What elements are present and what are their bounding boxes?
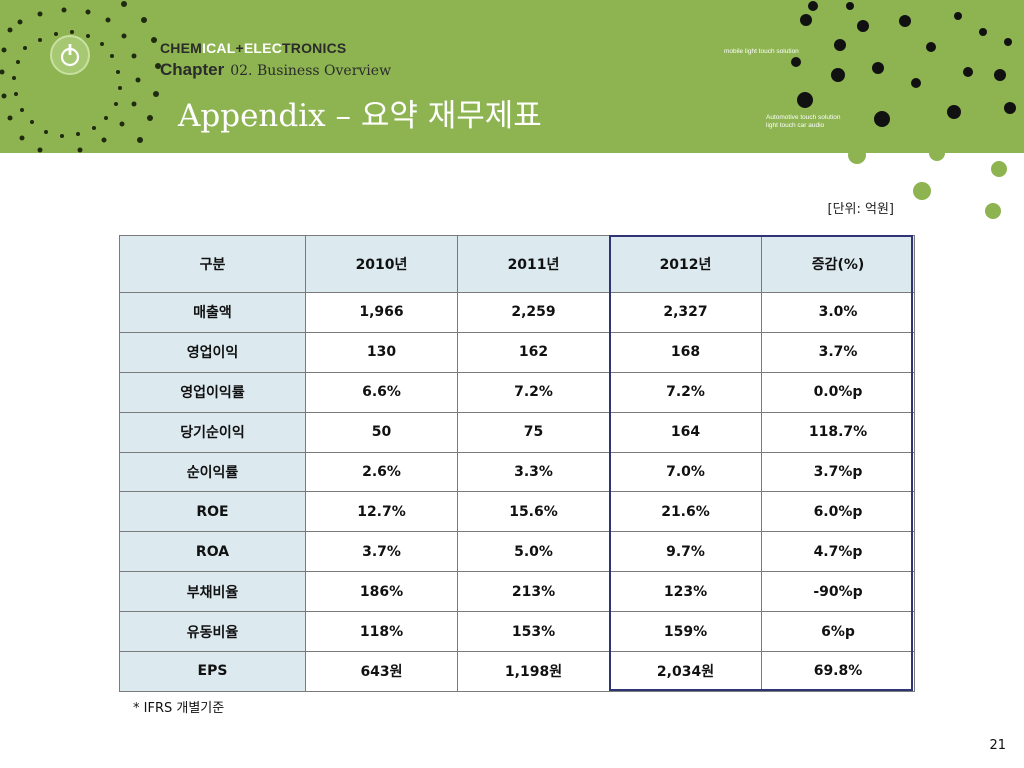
column-header: 2012년 xyxy=(609,235,762,293)
table-row: 당기순이익 50 75 164 118.7% xyxy=(119,411,915,453)
value-cell: 643원 xyxy=(305,651,458,692)
table-row: ROA 3.7% 5.0% 9.7% 4.7%p xyxy=(119,531,915,573)
tagline-automotive: Automotive touch solution light touch ca… xyxy=(766,114,840,130)
chapter-subtitle: 02. Business Overview xyxy=(230,63,392,79)
brand-part: CHEM xyxy=(160,40,203,56)
financial-summary-table: 구분 2010년 2011년 2012년 증감(%) 매출액 1,966 2,259… xyxy=(119,235,915,692)
value-cell: 3.0% xyxy=(761,292,915,333)
row-label-cell: 매출액 xyxy=(119,292,306,333)
row-label-cell: ROA xyxy=(119,531,306,573)
table-row: EPS 643원 1,198원 2,034원 69.8% xyxy=(119,651,915,692)
value-cell: 7.0% xyxy=(609,451,762,493)
value-cell: 7.2% xyxy=(457,371,610,413)
value-cell: 9.7% xyxy=(609,531,762,573)
value-cell: 118.7% xyxy=(761,411,915,453)
column-header: 2011년 xyxy=(457,235,610,293)
row-label-cell: 순이익률 xyxy=(119,451,306,493)
dot-burst-left xyxy=(0,1,161,153)
value-cell: 21.6% xyxy=(609,491,762,533)
header-banner: CHEMICAL+ELECTRONICS Chapter 02. Business… xyxy=(0,0,1024,219)
dot-scatter-right xyxy=(791,1,1016,219)
value-cell: 3.7%p xyxy=(761,451,915,493)
brand-part: TRONICS xyxy=(282,40,347,56)
value-cell: 1,966 xyxy=(305,292,458,333)
value-cell: 4.7%p xyxy=(761,531,915,573)
value-cell: 69.8% xyxy=(761,651,915,692)
value-cell: 15.6% xyxy=(457,491,610,533)
value-cell: 7.2% xyxy=(609,371,762,413)
row-label-cell: EPS xyxy=(119,651,306,692)
column-header: 구분 xyxy=(119,235,306,293)
value-cell: 159% xyxy=(609,611,762,653)
table-row: ROE 12.7% 15.6% 21.6% 6.0%p xyxy=(119,491,915,533)
value-cell: 2,259 xyxy=(457,292,610,333)
value-cell: 1,198원 xyxy=(457,651,610,692)
value-cell: 0.0%p xyxy=(761,371,915,413)
value-cell: 162 xyxy=(457,331,610,373)
row-label-cell: ROE xyxy=(119,491,306,533)
value-cell: 123% xyxy=(609,571,762,613)
row-label-cell: 당기순이익 xyxy=(119,411,306,453)
value-cell: 168 xyxy=(609,331,762,373)
brand-part: ELEC xyxy=(243,40,283,56)
tagline-mobile: mobile light touch solution xyxy=(724,48,799,55)
brand-part: + xyxy=(235,40,244,56)
value-cell: 3.3% xyxy=(457,451,610,493)
chapter-label: Chapter xyxy=(160,60,225,79)
table-row: 부채비율 186% 213% 123% -90%p xyxy=(119,571,915,613)
row-label-cell: 영업이익률 xyxy=(119,371,306,413)
value-cell: 130 xyxy=(305,331,458,373)
table-row: 영업이익률 6.6% 7.2% 7.2% 0.0%p xyxy=(119,371,915,413)
value-cell: 164 xyxy=(609,411,762,453)
power-icon xyxy=(50,35,90,75)
brand-logo-text: CHEMICAL+ELECTRONICS xyxy=(160,40,346,56)
value-cell: 3.7% xyxy=(305,531,458,573)
table-row: 순이익률 2.6% 3.3% 7.0% 3.7%p xyxy=(119,451,915,493)
tagline-automotive-line1: Automotive touch solution xyxy=(766,114,841,121)
page-number: 21 xyxy=(989,738,1006,753)
row-label-cell: 영업이익 xyxy=(119,331,306,373)
table-row: 유동비율 118% 153% 159% 6%p xyxy=(119,611,915,653)
value-cell: 6.6% xyxy=(305,371,458,413)
unit-note: [단위: 억원] xyxy=(827,202,895,217)
value-cell: 2.6% xyxy=(305,451,458,493)
page-title: Appendix – 요약 재무제표 xyxy=(178,98,542,134)
table-row: 매출액 1,966 2,259 2,327 3.0% xyxy=(119,292,915,333)
table-header-row: 구분 2010년 2011년 2012년 증감(%) xyxy=(119,235,915,293)
decorative-dots xyxy=(0,1,1016,219)
value-cell: 153% xyxy=(457,611,610,653)
value-cell: 2,034원 xyxy=(609,651,762,692)
row-label-cell: 부채비율 xyxy=(119,571,306,613)
chapter-line: Chapter 02. Business Overview xyxy=(160,60,391,80)
value-cell: 2,327 xyxy=(609,292,762,333)
value-cell: 50 xyxy=(305,411,458,453)
value-cell: 6%p xyxy=(761,611,915,653)
value-cell: 3.7% xyxy=(761,331,915,373)
value-cell: 12.7% xyxy=(305,491,458,533)
tagline-automotive-line2: light touch car audio xyxy=(766,122,825,129)
value-cell: 118% xyxy=(305,611,458,653)
value-cell: 213% xyxy=(457,571,610,613)
value-cell: 6.0%p xyxy=(761,491,915,533)
value-cell: -90%p xyxy=(761,571,915,613)
brand-part: ICAL xyxy=(202,40,236,56)
row-label-cell: 유동비율 xyxy=(119,611,306,653)
footnote: * IFRS 개별기준 xyxy=(133,701,225,716)
table-row: 영업이익 130 162 168 3.7% xyxy=(119,331,915,373)
value-cell: 75 xyxy=(457,411,610,453)
value-cell: 5.0% xyxy=(457,531,610,573)
column-header: 2010년 xyxy=(305,235,458,293)
column-header: 증감(%) xyxy=(761,235,915,293)
value-cell: 186% xyxy=(305,571,458,613)
